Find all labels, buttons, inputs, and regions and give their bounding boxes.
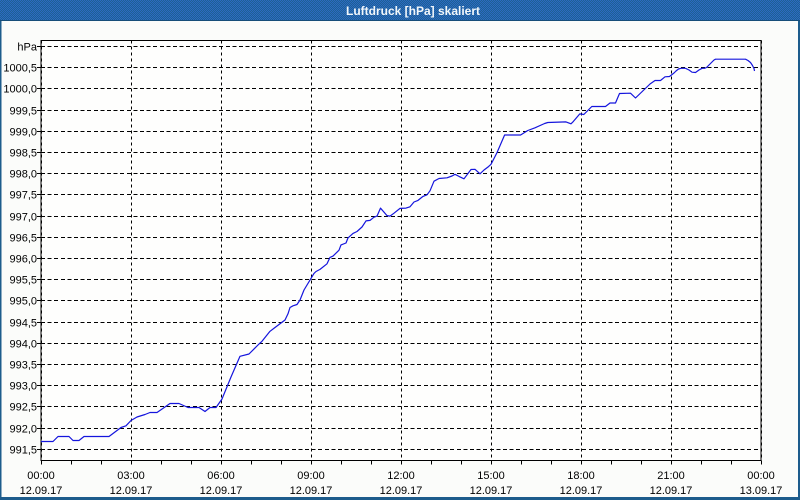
svg-text:1000,0: 1000,0 <box>3 84 37 96</box>
svg-text:12.09.17: 12.09.17 <box>290 485 333 497</box>
svg-text:991,5: 991,5 <box>9 445 37 457</box>
svg-text:09:00: 09:00 <box>297 470 325 482</box>
svg-text:999,0: 999,0 <box>9 127 37 139</box>
svg-text:999,5: 999,5 <box>9 106 37 118</box>
svg-text:12:00: 12:00 <box>387 470 415 482</box>
svg-text:12.09.17: 12.09.17 <box>380 485 423 497</box>
svg-text:1000,5: 1000,5 <box>3 63 37 75</box>
svg-text:997,0: 997,0 <box>9 212 37 224</box>
svg-text:993,0: 993,0 <box>9 381 37 393</box>
svg-text:12.09.17: 12.09.17 <box>470 485 513 497</box>
svg-text:996,0: 996,0 <box>9 254 37 266</box>
svg-text:12.09.17: 12.09.17 <box>650 485 693 497</box>
svg-text:00:00: 00:00 <box>747 470 775 482</box>
svg-text:995,0: 995,0 <box>9 296 37 308</box>
svg-text:00:00: 00:00 <box>27 470 55 482</box>
svg-text:hPa: hPa <box>17 42 37 54</box>
svg-text:12.09.17: 12.09.17 <box>560 485 603 497</box>
svg-text:994,0: 994,0 <box>9 339 37 351</box>
svg-text:18:00: 18:00 <box>567 470 595 482</box>
svg-text:993,5: 993,5 <box>9 360 37 372</box>
svg-text:03:00: 03:00 <box>117 470 145 482</box>
svg-text:12.09.17: 12.09.17 <box>110 485 153 497</box>
svg-text:995,5: 995,5 <box>9 275 37 287</box>
svg-text:Luftdruck [hPa] skaliert: Luftdruck [hPa] skaliert <box>346 4 480 18</box>
svg-text:13.09.17: 13.09.17 <box>740 485 783 497</box>
svg-text:998,5: 998,5 <box>9 148 37 160</box>
svg-text:06:00: 06:00 <box>207 470 235 482</box>
svg-text:21:00: 21:00 <box>657 470 685 482</box>
svg-text:12.09.17: 12.09.17 <box>20 485 63 497</box>
svg-text:997,5: 997,5 <box>9 190 37 202</box>
svg-text:998,0: 998,0 <box>9 169 37 181</box>
svg-text:996,5: 996,5 <box>9 233 37 245</box>
svg-text:12.09.17: 12.09.17 <box>200 485 243 497</box>
svg-text:992,0: 992,0 <box>9 424 37 436</box>
svg-text:992,5: 992,5 <box>9 402 37 414</box>
svg-text:15:00: 15:00 <box>477 470 505 482</box>
svg-text:994,5: 994,5 <box>9 318 37 330</box>
